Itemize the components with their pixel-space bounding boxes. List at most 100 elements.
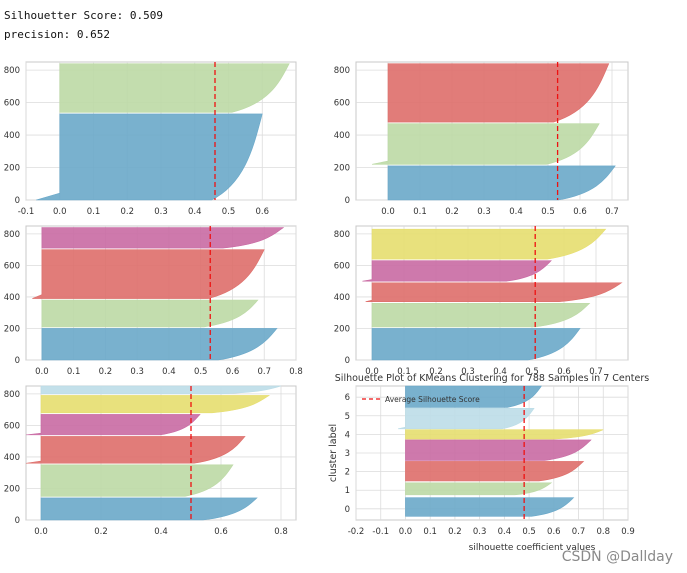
x-tick-label: 0.0 xyxy=(35,367,49,377)
x-tick-label: 0.5 xyxy=(522,527,536,537)
x-tick-label: 0.7 xyxy=(589,367,603,377)
y-tick-label: 3 xyxy=(345,449,350,459)
y-tick-label: 6 xyxy=(345,393,350,403)
chart-panel-3: 0.0 0.1 0.2 0.3 0.4 0.5 0.6 0.7 0.8 0 200 400 600 800 xyxy=(4,225,303,377)
x-tick-label: -0.1 xyxy=(18,207,35,217)
y-tick-label: 400 xyxy=(4,131,20,141)
chart-panel-6: -0.2 -0.1 0.0 0.1 0.2 0.3 0.4 0.5 0.6 0.7 0.8 0.9 0 1… xyxy=(328,373,649,553)
silhouette-cluster-1 xyxy=(59,63,290,113)
y-tick-label: 200 xyxy=(334,324,350,334)
chart-panel-4: 0.0 0.1 0.2 0.3 0.4 0.5 0.6 0.7 0 200 400 600 800 xyxy=(334,225,629,377)
silhouette-cluster-1 xyxy=(371,123,600,165)
x-tick-label: 0.3 xyxy=(130,367,144,377)
silhouette-cluster-4 xyxy=(405,429,604,440)
y-tick-label: 800 xyxy=(4,390,20,400)
x-tick-label: 0.5 xyxy=(525,367,539,377)
x-tick-label: 0.2 xyxy=(429,367,443,377)
x-tick-label: -0.2 xyxy=(348,527,365,537)
x-tick-label: 0.1 xyxy=(67,367,81,377)
x-tick-label: 0.3 xyxy=(461,367,475,377)
x-tick-label: 0.0 xyxy=(34,527,48,537)
silhouette-cluster-2 xyxy=(387,63,610,123)
silhouette-cluster-5 xyxy=(397,408,535,430)
y-tick-label: 400 xyxy=(4,293,20,303)
y-tick-label: 800 xyxy=(4,230,20,240)
silhouette-cluster-2 xyxy=(405,461,585,482)
x-tick-label: 0.1 xyxy=(397,367,411,377)
y-tick-label: 2 xyxy=(345,468,350,478)
x-tick-label: 0.2 xyxy=(94,527,108,537)
silhouette-cluster-1 xyxy=(405,482,553,496)
silhouette-cluster-2 xyxy=(365,282,623,302)
x-tick-label: 0.2 xyxy=(99,367,113,377)
x-tick-label: 0.6 xyxy=(226,367,240,377)
y-tick-label: 200 xyxy=(4,164,20,174)
x-tick-label: 0.1 xyxy=(413,207,427,217)
silhouette-cluster-4 xyxy=(371,228,607,260)
x-tick-label: 0.1 xyxy=(87,207,101,217)
legend-label: Average Silhouette Score xyxy=(385,395,480,404)
x-tick-label: 0.2 xyxy=(448,527,462,537)
y-tick-label: 400 xyxy=(4,453,20,463)
x-tick-label: -0.1 xyxy=(372,527,389,537)
chart-panel-1: -0.1 0.0 0.1 0.2 0.3 0.4 0.5 0.6 0 200 400 600 800 xyxy=(4,61,297,217)
precision-text: precision: 0.652 xyxy=(4,28,110,41)
silhouette-cluster-0 xyxy=(405,497,575,517)
y-tick-label: 600 xyxy=(334,99,350,109)
x-tick-label: 0.9 xyxy=(621,527,635,537)
silhouette-cluster-1 xyxy=(41,299,259,328)
silhouette-cluster-2 xyxy=(32,249,265,299)
x-tick-label: 0.0 xyxy=(399,527,413,537)
x-tick-label: 0.6 xyxy=(557,367,571,377)
x-tick-label: 0.2 xyxy=(445,207,459,217)
x-tick-label: 0.8 xyxy=(597,527,611,537)
x-tick-label: 0.4 xyxy=(154,527,168,537)
y-tick-label: 0 xyxy=(15,516,20,526)
x-tick-label: 0.1 xyxy=(423,527,437,537)
chart-panel-2: 0.0 0.1 0.2 0.3 0.4 0.5 0.6 0.7 0 200 400 600 800 xyxy=(334,61,629,217)
x-tick-label: 0.5 xyxy=(541,207,555,217)
y-tick-label: 800 xyxy=(334,66,350,76)
y-tick-label: 600 xyxy=(4,261,20,271)
silhouette-cluster-0 xyxy=(41,328,278,361)
watermark-text: CSDN @Dallday xyxy=(561,549,673,565)
y-tick-label: 200 xyxy=(4,484,20,494)
x-axis-label: silhouette coefficient values xyxy=(469,543,596,553)
chart-title: Silhouette Plot of KMeans Clustering for… xyxy=(335,373,649,384)
silhouette-cluster-0 xyxy=(371,328,581,361)
x-tick-label: 0.6 xyxy=(573,207,587,217)
x-tick-label: 0.0 xyxy=(381,207,395,217)
silhouette-cluster-0 xyxy=(36,113,263,201)
y-tick-label: 1 xyxy=(345,486,350,496)
x-tick-label: 0.7 xyxy=(605,207,619,217)
x-tick-label: 0.3 xyxy=(154,207,168,217)
silhouette-cluster-3 xyxy=(25,414,201,436)
y-tick-label: 0 xyxy=(15,356,20,366)
x-tick-label: 0.6 xyxy=(255,207,269,217)
y-tick-label: 4 xyxy=(345,430,350,440)
y-tick-label: 800 xyxy=(334,230,350,240)
y-tick-label: 200 xyxy=(334,164,350,174)
x-tick-label: 0.2 xyxy=(120,207,134,217)
y-tick-label: 0 xyxy=(345,356,350,366)
silhouette-cluster-5 xyxy=(40,385,282,395)
silhouette-cluster-3 xyxy=(362,260,552,282)
silhouette-score-text: Silhouetter Score: 0.509 xyxy=(4,9,163,22)
x-tick-label: 0.8 xyxy=(274,527,288,537)
y-tick-label: 0 xyxy=(345,196,350,206)
x-tick-label: 0.7 xyxy=(257,367,271,377)
y-tick-label: 600 xyxy=(4,99,20,109)
y-tick-label: 0 xyxy=(15,196,20,206)
silhouette-cluster-3 xyxy=(41,227,285,249)
x-tick-label: 0.6 xyxy=(547,527,561,537)
x-tick-label: 0.3 xyxy=(473,527,487,537)
y-tick-label: 600 xyxy=(334,261,350,271)
x-tick-label: 0.5 xyxy=(194,367,208,377)
silhouette-cluster-0 xyxy=(40,497,258,521)
x-tick-label: 0.4 xyxy=(498,527,512,537)
x-tick-label: 0.4 xyxy=(188,207,202,217)
silhouette-cluster-4 xyxy=(40,395,270,414)
y-tick-label: 800 xyxy=(4,66,20,76)
x-tick-label: 0.3 xyxy=(477,207,491,217)
